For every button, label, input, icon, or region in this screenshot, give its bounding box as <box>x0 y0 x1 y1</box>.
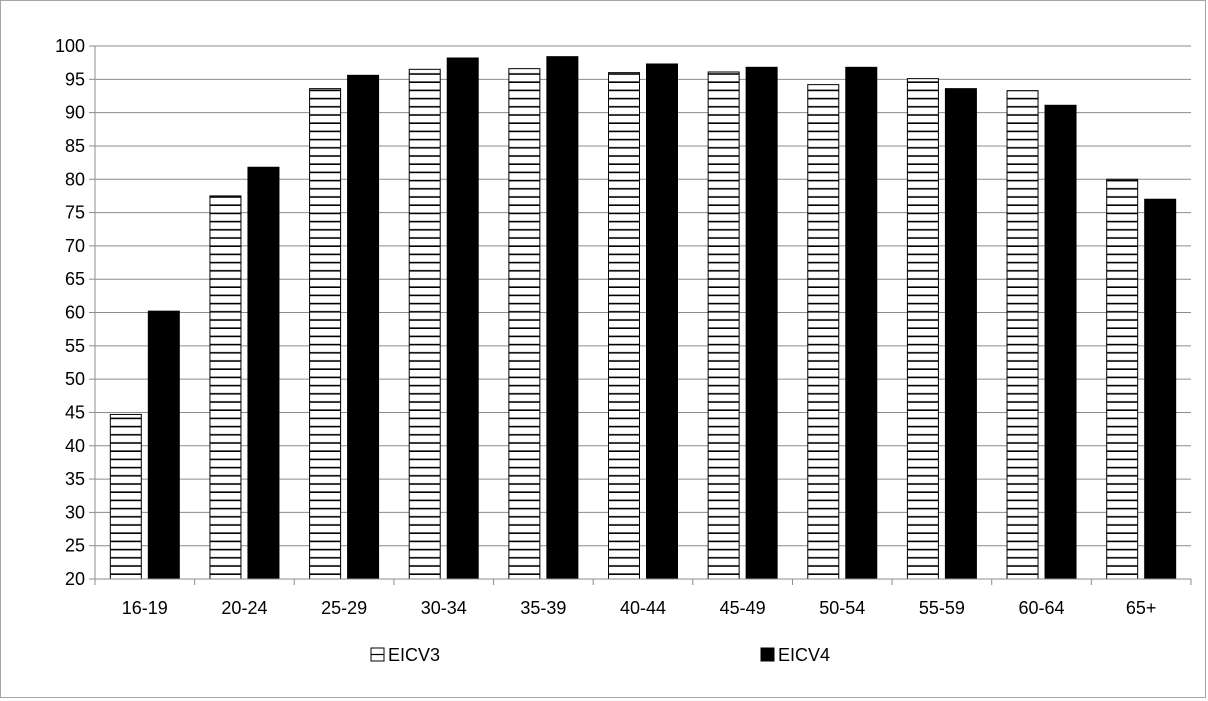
y-tick-label: 75 <box>65 203 85 223</box>
legend-swatch-eicv4 <box>760 647 775 662</box>
x-tick-label: 60-64 <box>1019 598 1065 618</box>
bar-eicv3-25-29 <box>309 88 342 580</box>
bar-eicv4-35-39 <box>546 56 579 580</box>
bar-eicv4-55-59 <box>944 88 977 580</box>
bar-eicv4-30-34 <box>446 57 479 580</box>
bar-eicv4-45-49 <box>745 66 778 580</box>
y-tick-label: 95 <box>65 69 85 89</box>
x-tick-label: 20-24 <box>221 598 267 618</box>
bar-eicv4-16-19 <box>147 310 180 580</box>
bar-eicv3-20-24 <box>209 195 242 580</box>
y-tick-label: 85 <box>65 136 85 156</box>
y-tick-label: 20 <box>65 569 85 589</box>
y-tick-label: 45 <box>65 402 85 422</box>
x-tick-label: 25-29 <box>321 598 367 618</box>
bar-eicv4-25-29 <box>347 74 380 580</box>
y-tick-label: 25 <box>65 536 85 556</box>
bar-eicv3-40-44 <box>608 72 640 580</box>
x-tick-label: 16-19 <box>122 598 168 618</box>
y-tick-label: 70 <box>65 236 85 256</box>
legend-label-eicv4: EICV4 <box>778 645 830 665</box>
bar-eicv3-16-19 <box>109 413 142 580</box>
x-tick-label: 50-54 <box>819 598 865 618</box>
x-tick-label: 45-49 <box>720 598 766 618</box>
bar-eicv3-55-59 <box>906 78 939 580</box>
legend: EICV3 EICV4 <box>370 645 830 665</box>
x-axis-ticks: 16-19 20-24 25-29 30-34 35-39 40-44 45-49 50-54… <box>122 598 1157 618</box>
bar-eicv3-50-54 <box>807 84 840 580</box>
y-tick-label: 50 <box>65 369 85 389</box>
y-tick-label: 30 <box>65 502 85 522</box>
y-tick-label: 55 <box>65 336 85 356</box>
x-tick-label: 55-59 <box>919 598 965 618</box>
y-tick-label: 90 <box>65 103 85 123</box>
bar-eicv4-60-64 <box>1044 104 1077 580</box>
y-tick-label: 65 <box>65 269 85 289</box>
x-tick-label: 35-39 <box>520 598 566 618</box>
y-tick-label: 80 <box>65 169 85 189</box>
y-tick-label: 60 <box>65 303 85 323</box>
axes <box>89 45 1192 585</box>
bar-eicv4-20-24 <box>247 166 280 580</box>
bars <box>109 56 1177 580</box>
bar-eicv4-50-54 <box>845 66 878 580</box>
bar-eicv3-35-39 <box>508 68 541 580</box>
legend-label-eicv3: EICV3 <box>388 645 440 665</box>
bar-eicv3-65+ <box>1106 178 1139 580</box>
y-tick-label: 40 <box>65 436 85 456</box>
bar-eicv3-60-64 <box>1006 90 1039 580</box>
x-tick-label: 65+ <box>1126 598 1157 618</box>
y-tick-label: 35 <box>65 469 85 489</box>
bar-eicv3-30-34 <box>408 68 441 580</box>
bar-eicv3-45-49 <box>707 71 740 580</box>
bar-eicv4-65+ <box>1144 198 1177 580</box>
y-axis-ticks: 20 25 30 35 40 45 50 55 60 65 70 75 80 85 90 95 100 <box>55 36 85 589</box>
x-tick-label: 30-34 <box>421 598 467 618</box>
bar-eicv4-40-44 <box>646 63 678 580</box>
x-tick-label: 40-44 <box>620 598 666 618</box>
y-tick-label: 100 <box>55 36 85 56</box>
